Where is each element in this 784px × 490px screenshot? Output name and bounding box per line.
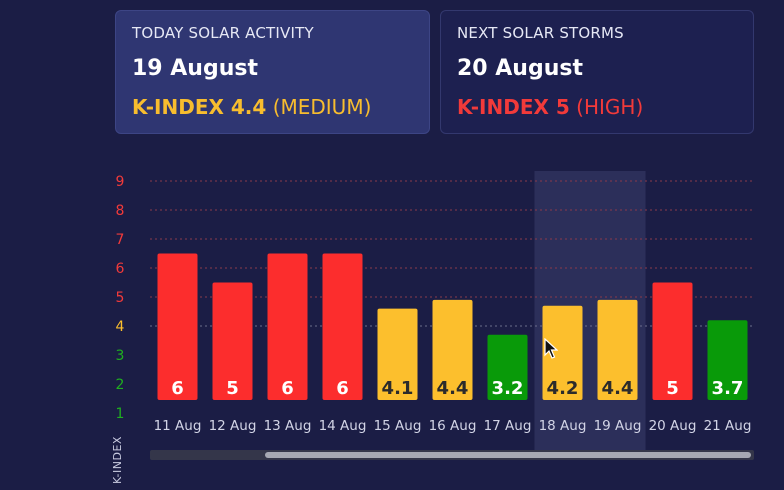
today-date: 19 August	[132, 56, 258, 81]
x-tick-label: 13 Aug	[264, 418, 312, 434]
bar-21-aug	[707, 320, 748, 400]
bar-value-label: 4.4	[602, 378, 634, 399]
today-activity-card: TODAY SOLAR ACTIVITY 19 August K-INDEX 4…	[115, 10, 430, 134]
bar-18-aug	[542, 305, 583, 400]
bar-11-aug	[157, 253, 198, 400]
y-tick-label: 7	[116, 232, 125, 248]
next-storms-card: NEXT SOLAR STORMS 20 August K-INDEX 5 (H…	[440, 10, 754, 134]
today-k-level: (MEDIUM)	[272, 95, 372, 119]
bar-value-label: 3.7	[712, 378, 744, 399]
bar-value-label: 5	[666, 378, 679, 399]
y-tick-label: 5	[116, 290, 125, 306]
next-card-title: NEXT SOLAR STORMS	[457, 24, 624, 42]
y-tick-label: 6	[116, 261, 125, 277]
bar-value-label: 6	[281, 378, 294, 399]
bar-value-label: 5	[226, 378, 239, 399]
bar-15-aug	[377, 308, 418, 400]
x-tick-label: 15 Aug	[374, 418, 422, 434]
x-tick-label: 17 Aug	[484, 418, 532, 434]
next-k-line: K-INDEX 5 (HIGH)	[457, 95, 737, 119]
next-date: 20 August	[457, 56, 583, 81]
x-tick-label: 11 Aug	[154, 418, 202, 434]
y-tick-label: 4	[116, 319, 125, 335]
scrollbar-thumb[interactable]	[265, 452, 751, 458]
x-tick-label: 16 Aug	[429, 418, 477, 434]
today-card-title: TODAY SOLAR ACTIVITY	[132, 24, 314, 42]
y-tick-label: 1	[116, 406, 125, 422]
y-tick-label: 2	[116, 377, 125, 393]
x-tick-label: 12 Aug	[209, 418, 257, 434]
x-tick-label: 20 Aug	[649, 418, 697, 434]
bar-20-aug	[652, 282, 693, 400]
bar-19-aug	[597, 299, 638, 400]
bar-value-label: 4.1	[382, 378, 414, 399]
bar-13-aug	[267, 253, 308, 400]
x-tick-label: 18 Aug	[539, 418, 587, 434]
bar-value-label: 6	[336, 378, 349, 399]
bar-12-aug	[212, 282, 253, 400]
next-k-index: K-INDEX 5	[457, 95, 570, 119]
today-k-line: K-INDEX 4.4 (MEDIUM)	[132, 95, 413, 119]
x-tick-label: 14 Aug	[319, 418, 367, 434]
x-tick-label: 19 Aug	[594, 418, 642, 434]
horizontal-scrollbar[interactable]	[150, 450, 754, 460]
k-index-bar-chart: 1 2 3 4 5 6 7 8 9 6 11 Aug 5 12 Aug 6 13 Aug 6 14 Aug 4.1…	[116, 171, 754, 450]
bar-value-label: 4.4	[437, 378, 469, 399]
x-tick-label: 21 Aug	[704, 418, 752, 434]
y-tick-label: 3	[116, 348, 125, 364]
bar-value-label: 4.2	[547, 378, 579, 399]
bar-14-aug	[322, 253, 363, 400]
bar-value-label: 6	[171, 378, 184, 399]
bar-17-aug	[487, 334, 528, 400]
y-tick-label: 8	[116, 203, 125, 219]
pointer-arrow-icon	[544, 338, 558, 359]
next-k-level: (HIGH)	[576, 95, 644, 119]
today-k-index: K-INDEX 4.4	[132, 95, 267, 119]
y-axis-label: K-INDEX	[111, 436, 124, 484]
bar-value-label: 3.2	[492, 378, 524, 399]
y-tick-label: 9	[116, 174, 125, 190]
bar-16-aug	[432, 299, 473, 400]
